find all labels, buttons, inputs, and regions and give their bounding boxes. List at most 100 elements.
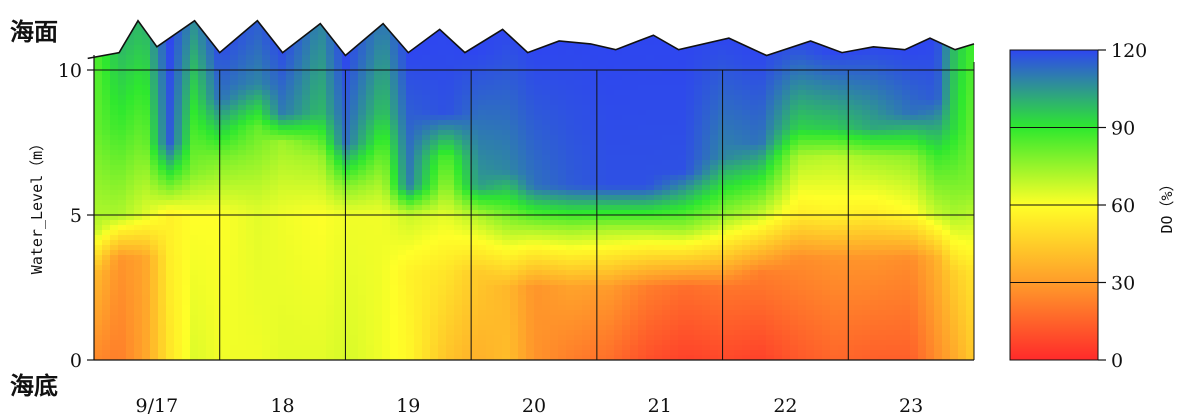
- heat-cell: [142, 160, 151, 166]
- heat-cell: [398, 305, 407, 311]
- heat-cell: [374, 325, 383, 331]
- heat-cell: [550, 200, 559, 206]
- heat-cell: [262, 295, 271, 301]
- heat-cell: [542, 340, 551, 346]
- heat-cell: [590, 35, 599, 41]
- heat-cell: [598, 260, 607, 266]
- heat-cell: [318, 340, 327, 346]
- heat-cell: [646, 180, 655, 186]
- heat-cell: [134, 105, 143, 111]
- heat-cell: [254, 175, 263, 181]
- heat-cell: [102, 260, 111, 266]
- heat-cell: [150, 315, 159, 321]
- heat-cell: [190, 155, 199, 161]
- heat-cell: [582, 125, 591, 131]
- heat-cell: [302, 70, 311, 76]
- heat-cell: [190, 305, 199, 311]
- heat-cell: [646, 55, 655, 61]
- heat-cell: [438, 90, 447, 96]
- heat-cell: [350, 60, 359, 66]
- heat-cell: [342, 170, 351, 176]
- heat-cell: [166, 215, 175, 221]
- heat-cell: [542, 345, 551, 351]
- heat-cell: [150, 80, 159, 86]
- heat-cell: [622, 20, 631, 26]
- heat-cell: [654, 340, 663, 346]
- heat-cell: [190, 330, 199, 336]
- heat-cell: [262, 250, 271, 256]
- heat-cell: [102, 65, 111, 71]
- heat-cell: [302, 120, 311, 126]
- heat-cell: [206, 160, 215, 166]
- heat-cell: [134, 160, 143, 166]
- heat-cell: [358, 320, 367, 326]
- heat-cell: [582, 245, 591, 251]
- heat-cell: [222, 330, 231, 336]
- heat-cell: [638, 335, 647, 341]
- heat-cell: [262, 240, 271, 246]
- heat-cell: [630, 330, 639, 336]
- heat-cell: [214, 135, 223, 141]
- heat-cell: [158, 95, 167, 101]
- heat-cell: [182, 270, 191, 276]
- heat-cell: [622, 300, 631, 306]
- heat-cell: [206, 50, 215, 56]
- heat-cell: [470, 235, 479, 241]
- heat-cell: [454, 300, 463, 306]
- heat-cell: [262, 105, 271, 111]
- heat-cell: [606, 225, 615, 231]
- heat-cell: [190, 65, 199, 71]
- heat-cell: [526, 315, 535, 321]
- heat-cell: [390, 50, 399, 56]
- heat-cell: [590, 20, 599, 26]
- heat-cell: [502, 65, 511, 71]
- heat-cell: [414, 200, 423, 206]
- heat-cell: [558, 165, 567, 171]
- heat-cell: [350, 255, 359, 261]
- heat-cell: [318, 345, 327, 351]
- heat-cell: [510, 170, 519, 176]
- heat-cell: [406, 145, 415, 151]
- heat-cell: [318, 255, 327, 261]
- heat-cell: [150, 105, 159, 111]
- heat-cell: [406, 160, 415, 166]
- heat-cell: [134, 175, 143, 181]
- heat-cell: [622, 55, 631, 61]
- heat-cell: [174, 255, 183, 261]
- heat-cell: [174, 20, 183, 26]
- heat-cell: [558, 145, 567, 151]
- heat-cell: [174, 310, 183, 316]
- heat-cell: [614, 20, 623, 26]
- heat-cell: [382, 310, 391, 316]
- heat-cell: [430, 65, 439, 71]
- heat-cell: [582, 15, 591, 21]
- heat-cell: [446, 220, 455, 226]
- heat-cell: [382, 325, 391, 331]
- heat-cell: [254, 270, 263, 276]
- heat-cell: [174, 65, 183, 71]
- heat-cell: [270, 210, 279, 216]
- heat-cell: [150, 280, 159, 286]
- heat-cell: [574, 50, 583, 56]
- heat-cell: [478, 100, 487, 106]
- heat-cell: [406, 50, 415, 56]
- heat-cell: [174, 245, 183, 251]
- heat-cell: [142, 170, 151, 176]
- heat-cell: [254, 285, 263, 291]
- heat-cell: [422, 140, 431, 146]
- heat-cell: [166, 190, 175, 196]
- heat-cell: [622, 140, 631, 146]
- heat-cell: [430, 105, 439, 111]
- heat-cell: [614, 305, 623, 311]
- heat-cell: [574, 35, 583, 41]
- heat-cell: [142, 165, 151, 171]
- heat-cell: [294, 180, 303, 186]
- heat-cell: [150, 180, 159, 186]
- heat-cell: [374, 60, 383, 66]
- heat-cell: [166, 265, 175, 271]
- heat-cell: [142, 230, 151, 236]
- heat-cell: [550, 175, 559, 181]
- heat-cell: [558, 35, 567, 41]
- heat-cell: [278, 150, 287, 156]
- heat-cell: [374, 80, 383, 86]
